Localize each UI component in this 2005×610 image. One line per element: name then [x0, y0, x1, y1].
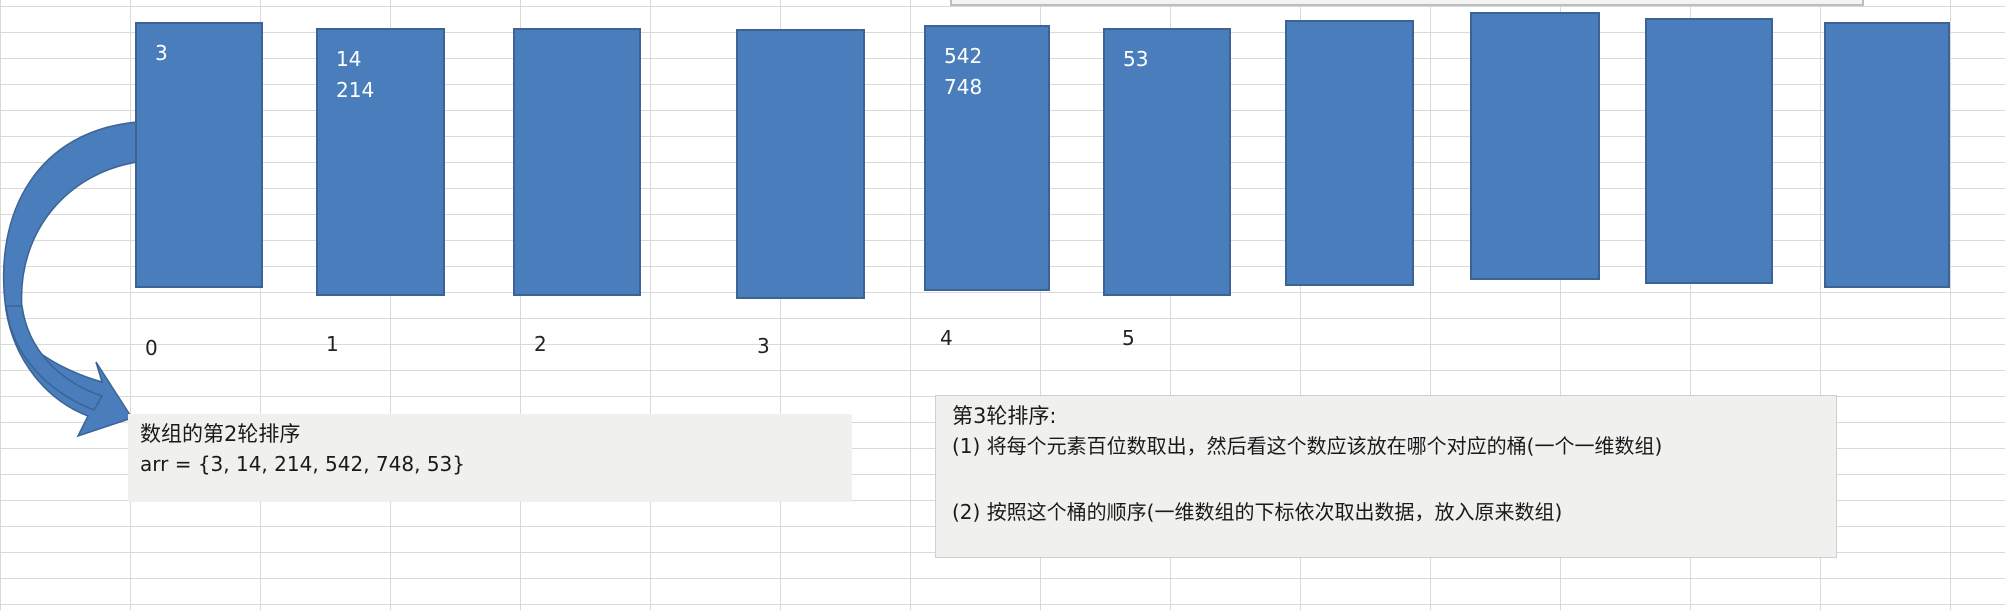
bucket-value: 53 [1123, 44, 1148, 75]
bucket-2 [513, 28, 641, 296]
bucket-value: 748 [944, 72, 982, 103]
round3-title: 第3轮排序: [952, 402, 1056, 431]
bucket-index-0: 0 [145, 336, 158, 360]
bucket-1: 14 214 [316, 28, 445, 296]
bucket-value: 542 [944, 41, 982, 72]
bucket-6 [1285, 20, 1414, 286]
bucket-7 [1470, 12, 1600, 280]
bucket-values: 3 [155, 38, 168, 69]
bucket-index-5: 5 [1122, 326, 1135, 350]
bucket-0: 3 [135, 22, 263, 288]
round3-note: 第3轮排序: (1) 将每个元素百位数取出，然后看这个数应该放在哪个对应的桶(一… [935, 395, 1837, 558]
round3-step1: (1) 将每个元素百位数取出，然后看这个数应该放在哪个对应的桶(一个一维数组) [952, 432, 1812, 461]
top-edge-box [950, 0, 1864, 6]
bucket-value: 3 [155, 38, 168, 69]
bucket-index-1: 1 [326, 332, 339, 356]
bucket-5: 53 [1103, 28, 1231, 296]
bucket-3 [736, 29, 865, 299]
bucket-values: 542 748 [944, 41, 982, 103]
bucket-9 [1824, 22, 1950, 288]
bucket-index-2: 2 [534, 332, 547, 356]
curved-arrow-icon [0, 120, 150, 440]
round2-array: arr = {3, 14, 214, 542, 748, 53} [140, 450, 465, 479]
round2-title: 数组的第2轮排序 [140, 420, 300, 449]
bucket-values: 14 214 [336, 44, 374, 106]
bucket-8 [1645, 18, 1773, 284]
bucket-value: 14 [336, 44, 374, 75]
bucket-index-3: 3 [757, 334, 770, 358]
bucket-index-4: 4 [940, 326, 953, 350]
round2-note: 数组的第2轮排序 arr = {3, 14, 214, 542, 748, 53… [128, 414, 852, 502]
bucket-4: 542 748 [924, 25, 1050, 291]
bucket-value: 214 [336, 75, 374, 106]
round3-step2: (2) 按照这个桶的顺序(一维数组的下标依次取出数据，放入原来数组) [952, 498, 1562, 527]
bucket-values: 53 [1123, 44, 1148, 75]
